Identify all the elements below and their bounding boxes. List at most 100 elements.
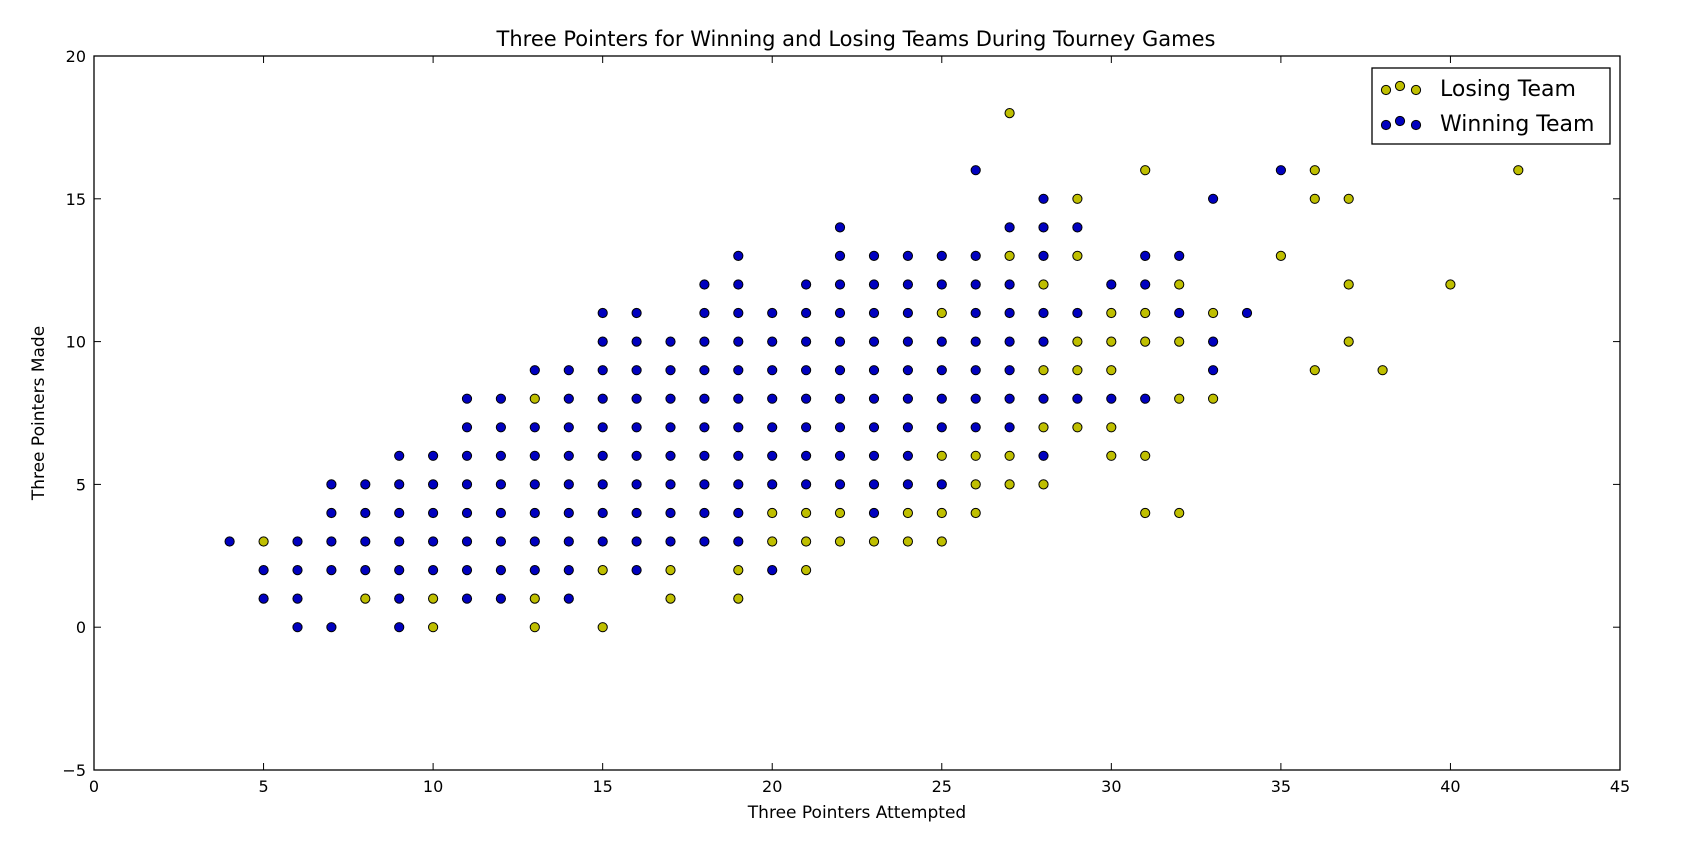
legend-marker [1380, 84, 1392, 96]
scatter-point [326, 536, 337, 547]
scatter-point [597, 536, 608, 547]
scatter-point [902, 279, 914, 290]
scatter-point [868, 307, 880, 319]
scatter-point [767, 393, 778, 404]
legend-label: Winning Team [1440, 112, 1594, 137]
scatter-point [868, 393, 880, 404]
y-tick-label: −5 [62, 761, 86, 780]
y-tick-label: 20 [66, 47, 86, 66]
scatter-point [529, 593, 540, 604]
scatter-point [1038, 479, 1049, 490]
scatter-point [868, 450, 880, 461]
scatter-point [902, 336, 914, 347]
scatter-point [1174, 250, 1185, 261]
scatter-point [970, 250, 981, 261]
scatter-point [902, 250, 914, 261]
scatter-point [665, 450, 676, 461]
scatter-point [665, 336, 676, 347]
scatter-point [1208, 336, 1219, 347]
scatter-point [1174, 279, 1185, 290]
scatter-point [801, 422, 812, 433]
scatter-point [733, 507, 744, 519]
scatter-point [1072, 336, 1083, 347]
scatter-point [1038, 222, 1049, 233]
scatter-point [868, 279, 880, 290]
scatter-point [461, 593, 473, 604]
scatter-point [868, 250, 880, 261]
scatter-point [597, 393, 608, 404]
scatter-point [529, 479, 540, 490]
scatter-point [1004, 365, 1015, 376]
scatter-point [563, 565, 574, 576]
scatter-point [801, 565, 812, 576]
scatter-point [1140, 507, 1151, 519]
scatter-point [563, 507, 574, 519]
scatter-point [495, 536, 506, 547]
scatter-point [631, 536, 642, 547]
scatter-point [529, 507, 540, 519]
scatter-point [699, 336, 710, 347]
scatter-point [529, 393, 540, 404]
scatter-point [1174, 336, 1185, 347]
scatter-point [767, 507, 778, 519]
scatter-point [1038, 365, 1049, 376]
scatter-point [631, 507, 642, 519]
scatter-point [394, 593, 405, 604]
x-tick-label: 40 [1440, 777, 1460, 796]
scatter-point [461, 479, 473, 490]
scatter-point [902, 365, 914, 376]
plot-frame [93, 55, 1621, 771]
scatter-point [801, 450, 812, 461]
y-tick-label: 15 [66, 190, 86, 209]
scatter-point [1208, 193, 1219, 204]
scatter-point [258, 536, 269, 547]
scatter-point [868, 422, 880, 433]
scatter-point [1174, 393, 1185, 404]
series-1 [224, 165, 1287, 633]
scatter-point [1004, 279, 1015, 290]
scatter-point [360, 536, 371, 547]
scatter-point [563, 536, 574, 547]
scatter-point [902, 479, 914, 490]
scatter-point [902, 422, 914, 433]
legend-entry: Winning Team [1380, 112, 1594, 137]
scatter-point [1004, 422, 1015, 433]
scatter-point [292, 593, 303, 604]
scatter-point [1343, 279, 1354, 290]
legend-marker [1394, 80, 1406, 92]
scatter-point [461, 450, 473, 461]
scatter-point [1208, 307, 1219, 319]
legend: Losing Team Winning Team [1371, 67, 1611, 145]
scatter-point [1309, 193, 1320, 204]
scatter-point [699, 365, 710, 376]
scatter-point [1106, 450, 1117, 461]
scatter-point [563, 479, 574, 490]
scatter-point [834, 250, 846, 261]
scatter-point [936, 450, 947, 461]
x-tick-label: 25 [932, 777, 952, 796]
scatter-point [597, 565, 608, 576]
scatter-point [1038, 336, 1049, 347]
scatter-point [936, 250, 947, 261]
scatter-point [767, 479, 778, 490]
scatter-point [733, 307, 744, 319]
x-tick-label: 45 [1610, 777, 1630, 796]
scatter-point [699, 393, 710, 404]
scatter-point [461, 393, 473, 404]
scatter-point [1004, 250, 1015, 261]
scatter-point [1445, 279, 1456, 290]
scatter-point [631, 422, 642, 433]
scatter-point [834, 222, 846, 233]
scatter-point [292, 536, 303, 547]
scatter-point [495, 565, 506, 576]
scatter-point [733, 593, 744, 604]
scatter-point [665, 565, 676, 576]
scatter-point [801, 393, 812, 404]
scatter-point [529, 422, 540, 433]
chart-title: Three Pointers for Winning and Losing Te… [496, 27, 1216, 51]
scatter-point [902, 536, 914, 547]
scatter-point [1072, 307, 1083, 319]
points-layer [224, 108, 1524, 633]
scatter-point [733, 393, 744, 404]
scatter-point [1072, 250, 1083, 261]
